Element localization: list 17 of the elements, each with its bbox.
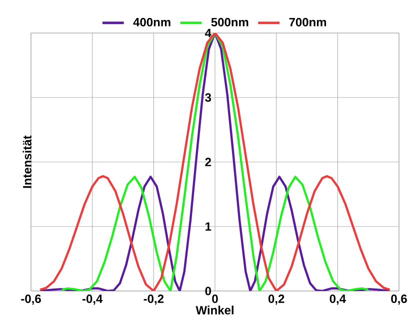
x-tick-label: -0,2	[144, 294, 164, 305]
y-axis-title: Intensität	[22, 135, 32, 188]
y-tick-label: 3	[205, 93, 212, 102]
y-tick-label: 4	[204, 28, 212, 38]
x-tick-label: 0	[212, 294, 218, 304]
y-tick-label: 0	[205, 286, 211, 296]
x-tick-label: 0,2	[268, 294, 284, 305]
legend-label: 700nm	[289, 18, 326, 26]
legend-label: 400nm	[133, 18, 170, 26]
x-axis-title: Winkel	[196, 306, 234, 314]
y-tick-label: 1	[206, 222, 212, 231]
x-tick-label: 0,4	[330, 294, 346, 305]
y-tick-label: 2	[205, 158, 211, 166]
x-tick-label: 0,6	[391, 294, 407, 305]
x-tick-label: -0,4	[82, 294, 103, 305]
x-tick-label: -0,6	[21, 294, 41, 305]
legend-label: 500nm	[211, 18, 248, 26]
